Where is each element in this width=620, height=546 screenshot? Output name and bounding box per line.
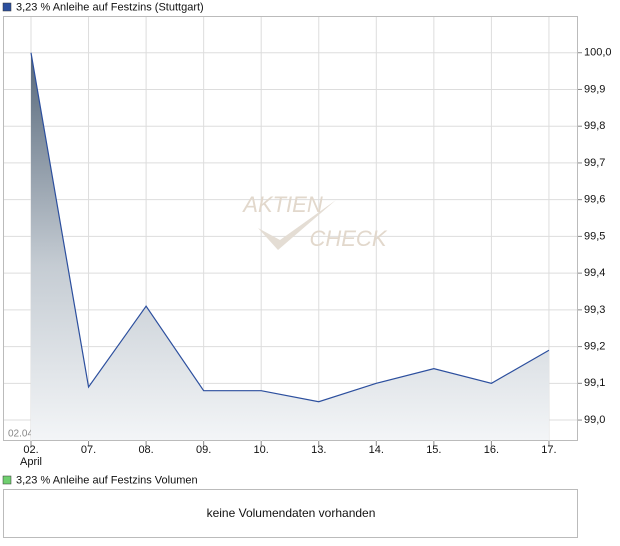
x-tick-label: 14. (369, 444, 384, 456)
y-tick-label: 100,0 (584, 47, 612, 59)
x-tick-label: 16. (484, 444, 499, 456)
watermark: CHECK (309, 226, 387, 251)
x-tick-label: 15. (426, 444, 441, 456)
y-tick-label: 99,1 (584, 377, 605, 389)
x-sublabel: April (20, 456, 42, 468)
x-tick-label: 10. (254, 444, 269, 456)
y-tick-label: 99,5 (584, 230, 605, 242)
y-tick-label: 99,4 (584, 267, 605, 279)
y-tick-label: 99,3 (584, 304, 605, 316)
x-tick-label: 09. (196, 444, 211, 456)
line (30, 52, 550, 403)
volume-panel (3, 489, 578, 538)
volume-message: keine Volumendaten vorhanden (207, 506, 376, 520)
watermark: AKTIEN (241, 192, 323, 217)
area (31, 52, 549, 440)
y-tick-label: 99,2 (584, 341, 605, 353)
y-tick-label: 99,0 (584, 414, 605, 426)
x-tick-label: 02. (23, 444, 38, 456)
y-tick-label: 99,9 (584, 83, 605, 95)
y-tick-label: 99,8 (584, 120, 605, 132)
x-tick-label: 07. (81, 444, 96, 456)
x-tick-label: 08. (138, 444, 153, 456)
legend-swatch (2, 475, 12, 485)
y-tick-label: 99,7 (584, 157, 605, 169)
x-tick-label: 17. (541, 444, 556, 456)
legend-label: 3,23 % Anleihe auf Festzins (Stuttgart) (16, 1, 204, 13)
y-tick-label: 99,6 (584, 194, 605, 206)
volume-title: 3,23 % Anleihe auf Festzins Volumen (16, 474, 198, 486)
legend-swatch (2, 2, 12, 12)
plot-frame (3, 16, 578, 441)
x-tick-label: 13. (311, 444, 326, 456)
